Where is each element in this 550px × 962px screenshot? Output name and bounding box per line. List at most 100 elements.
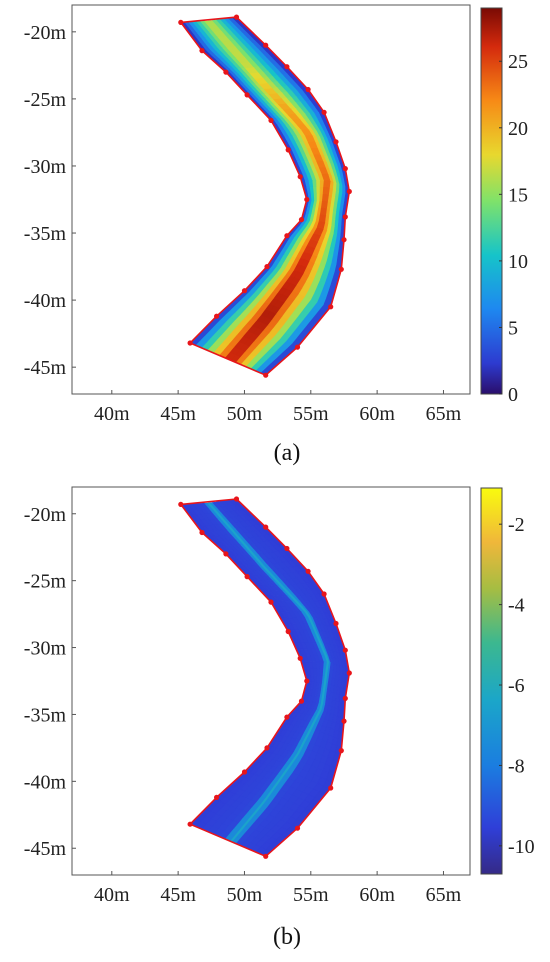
panel-b: 40m 45m 50m 55m 60m 65m -20m-25m-30m-35m-40m-… (24, 486, 535, 950)
field-cell (339, 183, 343, 193)
colorbar-tick-label: -6 (508, 675, 525, 697)
boundary-point (342, 214, 348, 220)
boundary-point (244, 574, 250, 580)
field-a (180, 16, 350, 376)
colorbar-a (480, 7, 503, 395)
field-cell (342, 666, 347, 676)
colorbar-tick-label: -10 (508, 836, 535, 858)
y-tick-label: -25m (24, 571, 67, 593)
boundary-point (305, 86, 311, 93)
field-b (180, 498, 350, 857)
field-cell (339, 665, 343, 675)
x-tick-label: 50m (227, 403, 263, 425)
x-tick-label: 65m (426, 403, 462, 425)
boundary-point (341, 718, 347, 724)
boundary-point (233, 14, 240, 20)
colorbar-tick-label: -2 (508, 514, 525, 536)
boundary-point (285, 147, 291, 153)
boundary-point (241, 769, 248, 775)
x-tick-label: 40m (94, 403, 130, 425)
boundary-point (187, 340, 193, 346)
colorbar-tick-label: 25 (508, 51, 528, 73)
boundary-point (321, 591, 327, 597)
panel-a: 40m 45m 50m 55m 60m 65m -20m-25m-30m-35m-40m-… (24, 4, 528, 466)
boundary-point (304, 678, 310, 684)
colorbar-ticks-b: -2 -4 -6 -8 -10 (499, 514, 535, 858)
boundary-point (346, 670, 352, 676)
caption-b: (b) (273, 924, 301, 950)
field-cell (316, 661, 321, 670)
boundary-point (199, 529, 205, 536)
boundary-point (244, 92, 250, 98)
boundary-point (284, 545, 290, 552)
boundary-point (223, 69, 229, 75)
boundary-point (284, 714, 290, 720)
field-cell (316, 180, 321, 188)
boundary-point (294, 825, 301, 831)
boundary-point (178, 19, 184, 25)
x-tick-label: 60m (359, 884, 395, 906)
boundary-point (338, 266, 344, 272)
x-tick-label: 45m (160, 403, 196, 425)
boundary-point (321, 109, 327, 115)
y-ticks-b: -20m -25m -30m -35m -40m -45m (24, 504, 76, 860)
boundary-point (264, 745, 270, 751)
boundary-point (264, 264, 270, 270)
boundary-point (214, 794, 220, 801)
boundary-point (333, 139, 339, 145)
y-tick-label: -25m (24, 89, 67, 111)
y-tick-label: -40m (24, 771, 67, 793)
boundary-point (304, 196, 310, 203)
boundary-point (263, 372, 269, 378)
x-tick-label: 65m (426, 884, 462, 906)
x-ticks-b: 40m 45m 50m 55m 60m 65m (94, 871, 462, 906)
y-tick-label: -45m (24, 357, 67, 379)
boundary-point (263, 42, 269, 48)
x-tick-label: 60m (359, 403, 395, 425)
boundary-point (305, 568, 311, 574)
boundary-point (263, 853, 269, 859)
boundary-point (284, 233, 290, 239)
centerline (207, 502, 330, 843)
marks-b (178, 496, 352, 859)
boundary-point (342, 166, 348, 172)
colorbar-tick-label: 15 (508, 184, 528, 206)
boundary-point (346, 188, 352, 195)
boundary-point (223, 551, 229, 557)
boundary-point (298, 698, 305, 704)
x-ticks-a: 40m 45m 50m 55m 60m 65m (94, 390, 462, 425)
x-tick-label: 45m (160, 884, 196, 906)
boundary-point (342, 647, 348, 653)
boundary-point (268, 117, 274, 123)
boundary-point (214, 313, 220, 319)
field-cell (316, 186, 321, 195)
boundary-point (199, 48, 205, 54)
boundary-point (298, 217, 305, 223)
boundary-point (233, 496, 240, 502)
boundary-point (342, 695, 348, 702)
boundary-point (187, 821, 193, 827)
x-tick-label: 55m (293, 884, 329, 906)
y-tick-label: -30m (24, 638, 67, 660)
y-tick-label: -20m (24, 504, 67, 526)
colorbar-tick-label: -8 (508, 755, 525, 777)
field-cell (316, 668, 321, 676)
colorbar-tick-label: 0 (508, 384, 518, 406)
boundary-point (338, 748, 344, 754)
boundary-point (263, 524, 269, 530)
y-tick-label: -35m (24, 223, 67, 245)
colorbar-tick-label: 10 (508, 251, 528, 273)
caption-a: (a) (274, 440, 301, 466)
x-tick-label: 55m (293, 403, 329, 425)
field-cell (313, 675, 318, 683)
y-tick-label: -35m (24, 704, 67, 726)
boundary-point (297, 174, 303, 180)
boundary-point (333, 620, 339, 627)
boundary-point (297, 655, 303, 661)
boundary-point (294, 344, 301, 350)
y-tick-label: -40m (24, 290, 67, 312)
boundary-point (285, 628, 291, 635)
axes-frame-b (71, 486, 471, 876)
colorbar-b (480, 487, 503, 875)
field-cell (313, 193, 318, 202)
